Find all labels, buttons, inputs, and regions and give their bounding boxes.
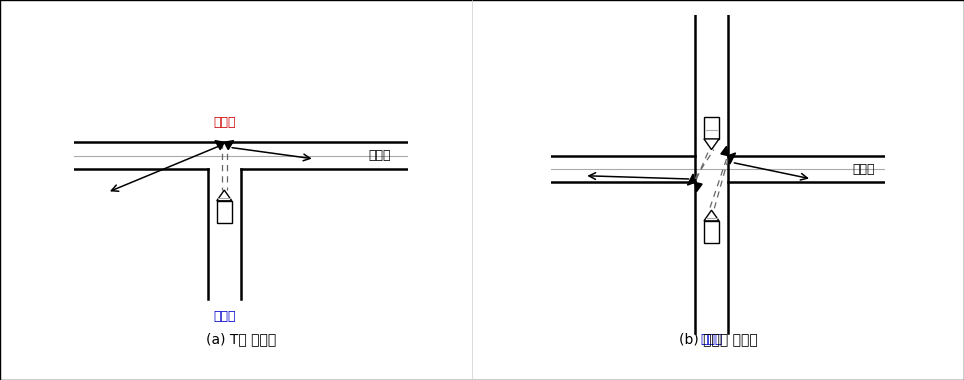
Polygon shape: [721, 146, 728, 156]
Text: 부도로: 부도로: [213, 310, 235, 323]
Polygon shape: [728, 153, 736, 164]
Text: 주도로: 주도로: [852, 163, 874, 176]
Polygon shape: [704, 210, 719, 221]
Polygon shape: [687, 174, 695, 185]
Polygon shape: [704, 139, 719, 150]
Text: 주도로: 주도로: [368, 149, 390, 162]
Bar: [704, 117, 719, 139]
Text: (b) 십자형 교차로: (b) 십자형 교차로: [679, 332, 758, 346]
Bar: [704, 221, 719, 242]
Polygon shape: [695, 182, 702, 192]
Text: 부도로: 부도로: [700, 333, 723, 346]
Text: 반사경: 반사경: [213, 116, 235, 129]
Polygon shape: [225, 141, 233, 150]
Bar: [217, 201, 231, 223]
Polygon shape: [217, 190, 231, 201]
Polygon shape: [215, 141, 225, 150]
Text: (a) T형 교차로: (a) T형 교차로: [206, 332, 276, 346]
